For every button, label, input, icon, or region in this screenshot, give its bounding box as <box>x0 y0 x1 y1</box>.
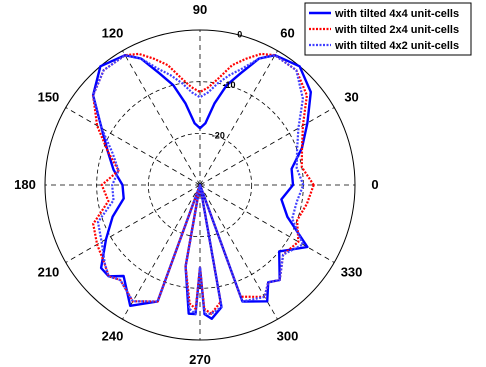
polar-grid-spoke <box>122 184 201 320</box>
polar-grid <box>44 29 356 341</box>
radial-tick-label: -20 <box>212 130 225 140</box>
legend-label-3: with tilted 4x2 unit-cells <box>334 40 459 52</box>
angle-tick-label: 90 <box>193 2 207 17</box>
angle-tick-label: 330 <box>341 265 363 280</box>
polar-grid-spoke <box>65 107 201 186</box>
polar-grid-spoke <box>199 107 335 186</box>
angle-tick-label: 120 <box>102 25 124 40</box>
series-line-3 <box>92 54 305 316</box>
polar-grid-ring <box>147 132 253 238</box>
legend-label-2: with tilted 2x4 unit-cells <box>334 24 459 36</box>
radial-tick-label: 0 <box>237 29 242 39</box>
angle-tick-label: 30 <box>344 90 358 105</box>
legend: with tilted 4x4 unit-cells with tilted 2x… <box>304 2 472 56</box>
series-line-1 <box>91 54 312 320</box>
legend-box <box>304 2 472 56</box>
angle-tick-label: 270 <box>189 352 211 367</box>
polar-grid-spoke <box>199 184 335 263</box>
angle-tick-label: 210 <box>38 265 60 280</box>
legend-label-1: with tilted 4x4 unit-cells <box>334 8 459 20</box>
radial-tick-label: -10 <box>223 80 236 90</box>
angle-tick-label: 60 <box>280 25 294 40</box>
angle-tick-label: 180 <box>14 177 36 192</box>
polar-grid-spoke <box>199 50 278 186</box>
series-layer <box>91 52 315 320</box>
angle-labels: 0 30 60 90 120 150 180 210 240 270 300 330 -20 -10 0 <box>14 2 378 367</box>
angle-tick-label: 0 <box>371 177 378 192</box>
angle-tick-label: 150 <box>38 90 60 105</box>
angle-tick-label: 300 <box>277 329 299 344</box>
polar-grid-spoke <box>122 50 201 186</box>
angle-tick-label: 240 <box>102 329 124 344</box>
polar-grid-spoke <box>65 184 201 263</box>
